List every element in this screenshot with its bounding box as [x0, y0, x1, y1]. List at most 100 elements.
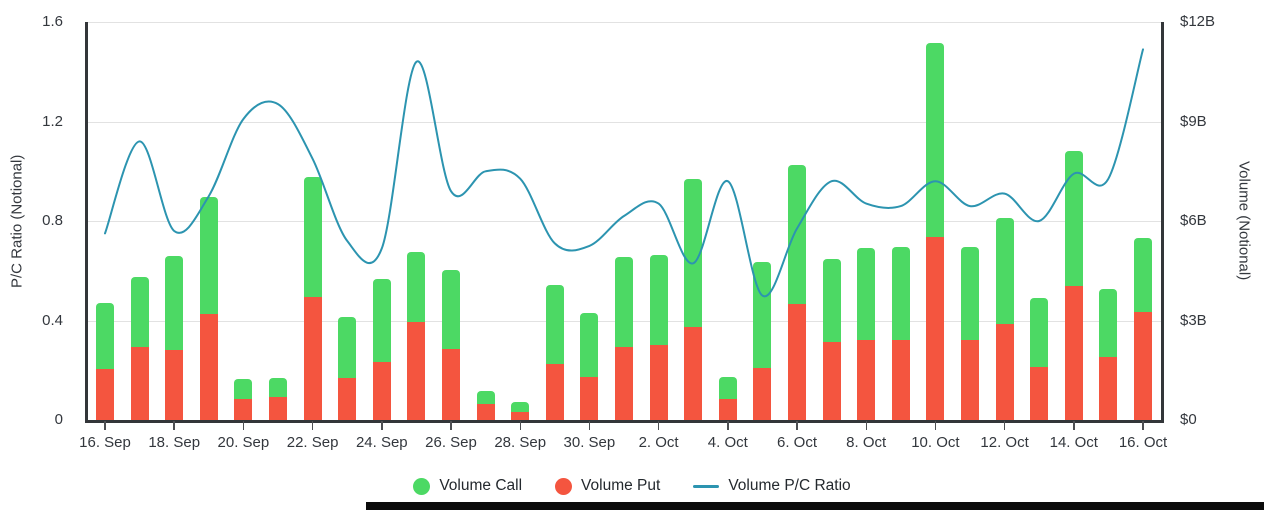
legend-item-volume-put[interactable]: Volume Put [555, 477, 660, 495]
volume-bar-25-sep[interactable] [407, 251, 426, 420]
volume-put-segment[interactable] [1099, 356, 1118, 420]
volume-put-segment[interactable] [580, 377, 599, 420]
volume-put-segment[interactable] [1064, 286, 1083, 420]
volume-bar-17-sep[interactable] [130, 276, 149, 420]
volume-put-segment[interactable] [995, 324, 1014, 420]
legend-item-volume-call[interactable]: Volume Call [413, 477, 522, 495]
volume-put-segment[interactable] [372, 362, 391, 420]
volume-put-segment[interactable] [269, 396, 287, 420]
volume-put-segment[interactable] [926, 236, 945, 420]
volume-bar-9-oct[interactable] [891, 246, 910, 420]
volume-call-segment[interactable] [442, 270, 460, 349]
volume-put-segment[interactable] [1134, 311, 1152, 420]
volume-put-segment[interactable] [891, 340, 910, 420]
volume-call-segment[interactable] [234, 378, 253, 399]
volume-call-segment[interactable] [407, 251, 426, 322]
volume-put-segment[interactable] [303, 296, 322, 420]
volume-bar-20-sep[interactable] [234, 378, 253, 420]
volume-call-segment[interactable] [338, 316, 357, 378]
volume-put-segment[interactable] [199, 314, 218, 420]
volume-call-segment[interactable] [545, 285, 564, 364]
volume-bar-23-sep[interactable] [338, 316, 357, 420]
volume-put-segment[interactable] [649, 345, 668, 420]
x-axis-tick [865, 421, 867, 430]
volume-call-segment[interactable] [822, 258, 841, 342]
volume-bar-27-sep[interactable] [476, 390, 495, 420]
volume-put-segment[interactable] [615, 346, 633, 420]
volume-bar-12-oct[interactable] [995, 218, 1014, 420]
volume-bar-16-sep[interactable] [96, 302, 114, 420]
x-axis-tick [242, 421, 245, 430]
volume-call-segment[interactable] [615, 256, 633, 347]
volume-put-segment[interactable] [96, 369, 114, 420]
volume-call-segment[interactable] [1134, 237, 1152, 312]
volume-call-segment[interactable] [718, 376, 737, 399]
volume-call-segment[interactable] [165, 256, 184, 350]
volume-bar-26-sep[interactable] [442, 270, 460, 420]
volume-put-segment[interactable] [545, 363, 564, 420]
volume-put-segment[interactable] [511, 411, 530, 420]
volume-bar-18-sep[interactable] [165, 256, 184, 420]
volume-call-segment[interactable] [580, 312, 599, 378]
volume-bar-15-oct[interactable] [1099, 289, 1118, 420]
volume-bar-22-sep[interactable] [303, 176, 322, 420]
volume-call-segment[interactable] [372, 279, 391, 362]
volume-put-segment[interactable] [961, 340, 979, 420]
volume-bar-13-oct[interactable] [1030, 298, 1049, 420]
volume-put-segment[interactable] [338, 377, 357, 420]
volume-put-segment[interactable] [234, 398, 253, 420]
volume-put-segment[interactable] [718, 398, 737, 420]
volume-call-segment[interactable] [961, 246, 979, 341]
volume-call-segment[interactable] [303, 176, 322, 297]
volume-bar-24-sep[interactable] [372, 279, 391, 420]
volume-call-segment[interactable] [926, 42, 945, 237]
volume-bar-16-oct[interactable] [1134, 237, 1152, 420]
volume-bar-2-oct[interactable] [649, 255, 668, 420]
volume-bar-19-sep[interactable] [199, 196, 218, 420]
volume-call-segment[interactable] [684, 178, 703, 328]
volume-bar-29-sep[interactable] [545, 285, 564, 420]
volume-call-segment[interactable] [130, 276, 149, 347]
volume-put-segment[interactable] [684, 327, 703, 420]
volume-call-segment[interactable] [857, 247, 876, 341]
x-axis-label: 26. Sep [425, 434, 477, 451]
volume-call-segment[interactable] [1030, 298, 1049, 367]
volume-bar-7-oct[interactable] [822, 258, 841, 420]
volume-call-segment[interactable] [1099, 289, 1118, 357]
volume-put-segment[interactable] [788, 304, 806, 420]
left-axis-tick-label: 1.6 [42, 13, 63, 30]
x-axis-label: 14. Oct [1049, 434, 1098, 451]
volume-put-segment[interactable] [753, 367, 772, 420]
volume-put-segment[interactable] [130, 346, 149, 420]
volume-bar-6-oct[interactable] [788, 164, 806, 420]
volume-bar-30-sep[interactable] [580, 312, 599, 420]
volume-call-segment[interactable] [511, 402, 530, 412]
volume-bar-14-oct[interactable] [1064, 150, 1083, 420]
volume-call-segment[interactable] [269, 377, 287, 397]
volume-call-segment[interactable] [649, 255, 668, 345]
volume-bar-11-oct[interactable] [961, 246, 979, 420]
volume-bar-3-oct[interactable] [684, 178, 703, 420]
volume-put-segment[interactable] [476, 404, 495, 420]
volume-call-segment[interactable] [995, 218, 1014, 325]
volume-put-segment[interactable] [407, 321, 426, 420]
volume-call-segment[interactable] [199, 196, 218, 315]
volume-call-segment[interactable] [891, 246, 910, 341]
volume-bar-1-oct[interactable] [615, 256, 633, 420]
volume-bar-21-sep[interactable] [269, 377, 287, 420]
x-axis-label: 12. Oct [980, 434, 1029, 451]
volume-put-segment[interactable] [165, 350, 184, 420]
volume-call-segment[interactable] [1064, 150, 1083, 286]
volume-bar-4-oct[interactable] [718, 376, 737, 420]
volume-call-segment[interactable] [96, 302, 114, 370]
volume-bar-8-oct[interactable] [857, 247, 876, 420]
volume-put-segment[interactable] [857, 340, 876, 420]
volume-put-segment[interactable] [1030, 366, 1049, 420]
legend-item-volume-pc-ratio[interactable]: Volume P/C Ratio [693, 477, 851, 495]
volume-put-segment[interactable] [442, 348, 460, 420]
volume-call-segment[interactable] [476, 390, 495, 405]
volume-put-segment[interactable] [822, 341, 841, 420]
volume-bar-10-oct[interactable] [926, 42, 945, 420]
volume-bar-28-sep[interactable] [511, 402, 530, 420]
volume-call-segment[interactable] [788, 164, 806, 305]
